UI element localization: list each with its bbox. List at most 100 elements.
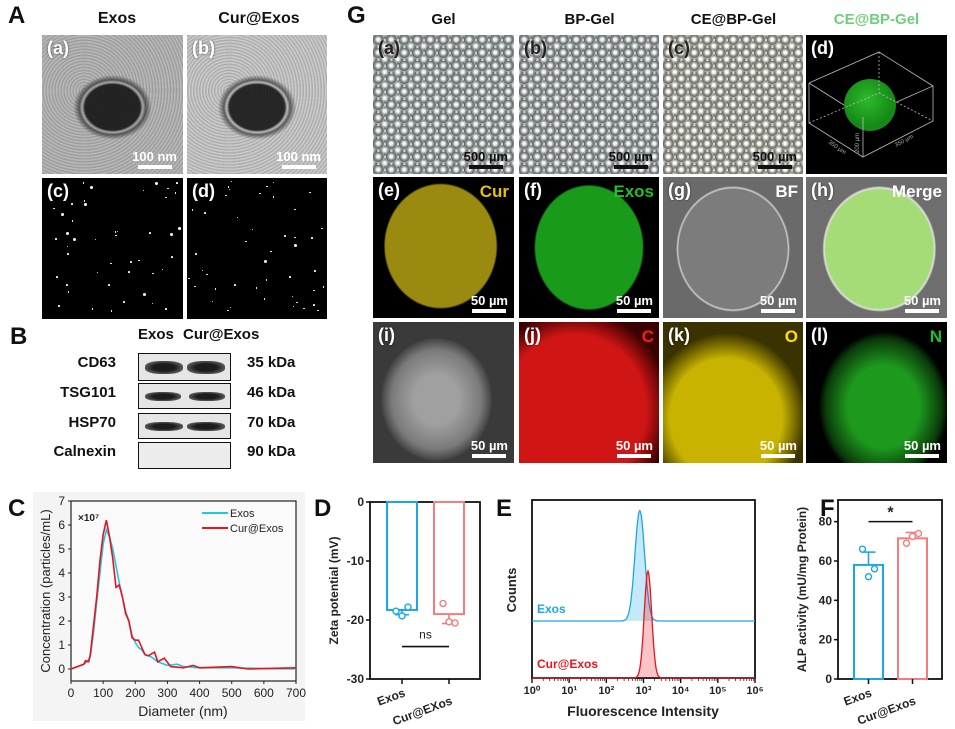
particle-dot: [314, 270, 316, 272]
blot-mw-label: 90 kDa: [247, 443, 296, 460]
particle-dot: [116, 230, 119, 233]
x-tick-label: Exos: [842, 686, 874, 709]
scale-bar-label: 50 µm: [615, 438, 653, 453]
y-axis-label: ALP activity (mU/mg Protein): [795, 507, 809, 672]
x-tick-label: 10⁰: [524, 685, 541, 697]
tem-image-cur-exos: (b) 100 nm: [187, 35, 327, 174]
particle-dot: [169, 233, 173, 237]
scale-bar: 100 nm: [132, 149, 177, 169]
western-blot-hsp70: [138, 413, 231, 439]
particle-dot: [309, 191, 311, 194]
panel-g-header-gel: Gel: [431, 11, 456, 28]
data-point: [870, 565, 879, 573]
particle-dot: [303, 307, 305, 310]
particle-dot: [206, 273, 208, 276]
particle-dot: [143, 293, 147, 297]
x-tick-label: 10⁴: [672, 685, 690, 697]
particle-dot: [313, 289, 315, 292]
scale-bar: 500 µm: [753, 149, 797, 169]
panel-label-g: G: [347, 2, 366, 29]
channel-label: Cur: [479, 182, 509, 201]
image-tag: (d): [192, 181, 215, 201]
particle-dot: [284, 235, 286, 237]
data-point: [404, 603, 412, 611]
particle-dot: [322, 286, 325, 288]
scale-bar: 50 µm: [471, 438, 508, 458]
legend-label: Exos: [230, 508, 255, 520]
scale-bar-label: 50 µm: [615, 293, 653, 308]
blot-protein-label: TSG101: [60, 384, 116, 401]
y-tick-label: 0: [58, 662, 65, 676]
y-tick-label: 80: [819, 515, 833, 529]
nta-image-cur-exos: (d): [187, 178, 327, 319]
y-tick-label: 1: [58, 638, 65, 652]
y-tick-label: 4: [58, 566, 65, 580]
panel-label-f: F: [820, 495, 835, 522]
y-tick-label: 3: [58, 590, 65, 604]
histogram-line-cur-exos: [532, 569, 755, 679]
x-tick-label: Exos: [375, 686, 407, 709]
particle-dot: [251, 228, 254, 231]
fluorescence-image-cur: (e) Cur 50 µm: [373, 177, 514, 318]
histogram-line-exos: [532, 509, 755, 622]
bar-cur-exos: [433, 501, 465, 616]
particle-dot: [128, 271, 130, 273]
confocal-3d-image: 350 µm 200 µm 350 µm (d): [806, 35, 947, 174]
nta-image-exos: (c): [42, 178, 183, 319]
image-tag: (l): [811, 325, 828, 345]
scale-bar-label: 500 µm: [463, 149, 508, 164]
particle-dot: [167, 187, 169, 190]
particle-dot: [204, 212, 206, 214]
microscopy-image-bp-gel: (b) 500 µm: [519, 35, 659, 174]
image-tag: (i): [378, 325, 395, 345]
panel-g-header-ce-bp-gel: CE@BP-Gel: [690, 11, 777, 28]
particle-dot: [292, 305, 295, 308]
particle-dot: [161, 268, 164, 271]
series-label: Exos: [537, 602, 566, 616]
particle-dot: [149, 232, 151, 234]
scale-bar: 50 µm: [616, 438, 653, 458]
bar-cur-exos: [897, 537, 928, 680]
particle-dot: [321, 227, 323, 230]
particle-dot: [188, 277, 190, 280]
scale-bar: 50 µm: [760, 438, 797, 458]
particle-dot: [265, 279, 268, 281]
particle-dot: [201, 269, 204, 272]
particle-dot: [115, 234, 117, 237]
particle-dot: [191, 209, 194, 211]
panel-label-c: C: [8, 495, 25, 522]
blot-protein-label: CD63: [77, 354, 116, 371]
x-tick-label: 200: [125, 686, 145, 700]
particle-dot: [294, 236, 296, 239]
blot-mw-label: 70 kDa: [247, 414, 296, 431]
y-tick-label: 5: [58, 542, 65, 556]
western-blot-calnexin: [138, 442, 231, 469]
particle-dot: [294, 208, 296, 211]
particle-dot: [91, 308, 94, 310]
data-point: [445, 618, 453, 626]
panel-label-d: D: [314, 495, 331, 522]
scale-bar-label: 50 µm: [903, 438, 941, 453]
particle-dot: [291, 295, 294, 298]
panel-label-e: E: [496, 495, 512, 522]
particle-dot: [293, 244, 297, 248]
scale-bar: 50 µm: [616, 293, 653, 313]
image-tag: (j): [524, 325, 541, 345]
image-tag: (b): [524, 38, 547, 58]
scale-bar-label: 50 µm: [470, 438, 508, 453]
x-tick-label: 10⁵: [709, 685, 726, 697]
x-axis-label: Fluorescence Intensity: [567, 703, 719, 719]
channel-label: BF: [775, 182, 798, 201]
y-axis-label: Zeta potential (mV): [327, 536, 341, 644]
data-point: [451, 619, 459, 627]
particle-dot: [110, 262, 112, 265]
scale-bar-label: 50 µm: [470, 293, 508, 308]
blot-header-exos: Exos: [138, 326, 174, 343]
histogram-fill-cur-exos: [532, 571, 755, 678]
y-tick-label: 40: [819, 593, 833, 607]
particle-dot: [90, 186, 94, 190]
particle-dot: [227, 186, 230, 188]
sem-image: (i) 50 µm: [373, 322, 514, 463]
x-tick-label: 10⁶: [746, 685, 763, 697]
particle-dot: [266, 185, 268, 188]
